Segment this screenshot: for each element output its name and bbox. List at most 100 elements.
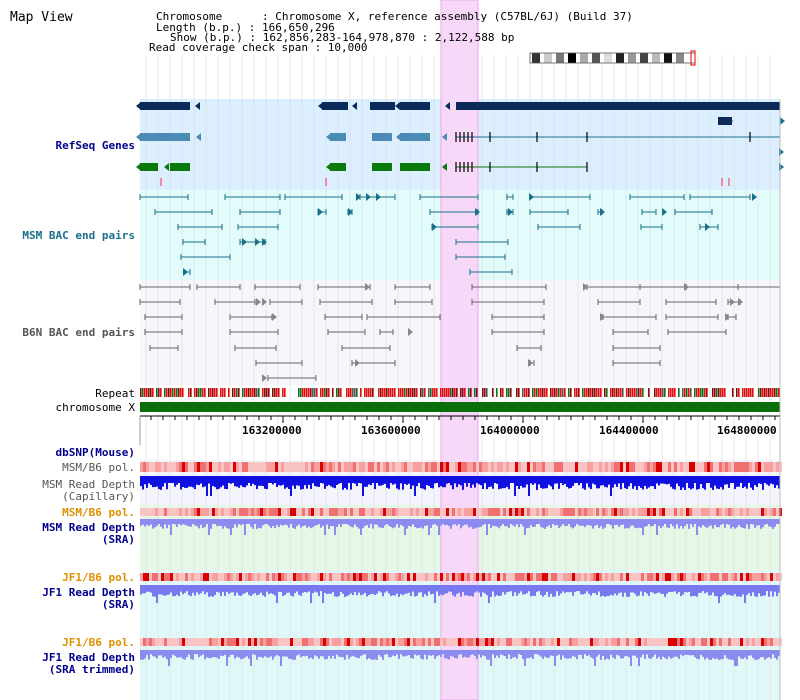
polymorphism-cell <box>605 462 608 472</box>
polymorphism-cell <box>326 462 329 472</box>
polymorphism-cell <box>437 508 440 516</box>
read-depth-bar <box>698 650 700 660</box>
repeat-mark <box>228 388 230 397</box>
polymorphism-cell <box>491 638 494 646</box>
polymorphism-cell <box>770 638 773 646</box>
polymorphism-cell <box>650 573 653 581</box>
read-depth-bar <box>240 650 242 660</box>
polymorphism-cell <box>152 508 155 516</box>
polymorphism-cell <box>272 508 275 516</box>
repeat-mark <box>476 388 478 397</box>
polymorphism-cell <box>425 462 428 472</box>
polymorphism-cell <box>197 508 200 516</box>
polymorphism-cell <box>518 508 521 516</box>
polymorphism-cell <box>170 573 173 581</box>
polymorphism-cell <box>653 508 656 516</box>
read-depth-bar <box>192 650 194 660</box>
polymorphism-cell <box>539 573 542 581</box>
polymorphism-cell <box>515 573 518 581</box>
track-label-msm-b6-pol-2[interactable]: MSM/B6 pol. <box>62 506 135 519</box>
polymorphism-cell <box>545 508 548 516</box>
track-label-msm-depth-sra-sub[interactable]: (SRA) <box>101 533 135 546</box>
polymorphism-cell <box>434 462 437 472</box>
repeat-mark <box>172 388 174 397</box>
polymorphism-cell <box>731 573 734 581</box>
track-label-jf1-pol-2[interactable]: JF1/B6 pol. <box>62 636 135 649</box>
polymorphism-cell <box>560 508 563 516</box>
polymorphism-cell <box>290 508 293 516</box>
polymorphism-cell <box>335 462 338 472</box>
polymorphism-cell <box>149 462 152 472</box>
polymorphism-cell <box>404 638 407 646</box>
polymorphism-cell <box>437 573 440 581</box>
track-label-jf1-pol-1[interactable]: JF1/B6 pol. <box>62 571 135 584</box>
repeat-mark <box>760 388 762 397</box>
polymorphism-cell <box>410 573 413 581</box>
read-depth-bar <box>600 650 602 660</box>
polymorphism-cell <box>155 573 158 581</box>
track-label-jf1-depth-sra[interactable]: JF1 Read Depth <box>42 586 135 599</box>
polymorphism-cell <box>401 508 404 516</box>
polymorphism-cell <box>434 638 437 646</box>
repeat-mark <box>224 388 226 397</box>
repeat-mark <box>574 388 576 397</box>
polymorphism-cell <box>569 573 572 581</box>
repeat-mark <box>664 388 666 397</box>
polymorphism-cell <box>608 573 611 581</box>
polymorphism-cell <box>311 508 314 516</box>
b6n-bac-arrow <box>583 283 588 291</box>
repeat-mark <box>670 388 672 397</box>
polymorphism-cell <box>665 573 668 581</box>
read-depth-bar <box>142 650 144 660</box>
polymorphism-cell <box>530 462 533 472</box>
polymorphism-cell <box>233 462 236 472</box>
polymorphism-cell <box>707 573 710 581</box>
polymorphism-cell <box>179 638 182 646</box>
read-depth-bar <box>438 519 440 535</box>
polymorphism-cell <box>236 573 239 581</box>
polymorphism-cell <box>365 462 368 472</box>
polymorphism-cell <box>329 462 332 472</box>
read-depth-bar <box>226 650 228 666</box>
polymorphism-cell <box>590 573 593 581</box>
repeat-mark <box>300 388 302 397</box>
polymorphism-cell <box>512 638 515 646</box>
repeat-mark <box>370 388 372 397</box>
polymorphism-cell <box>221 573 224 581</box>
read-depth-bar <box>506 650 508 659</box>
polymorphism-cell <box>689 508 692 516</box>
track-label-b6n-bac[interactable]: B6N BAC end pairs <box>22 326 135 339</box>
polymorphism-cell <box>209 638 212 646</box>
polymorphism-cell <box>707 508 710 516</box>
polymorphism-cell <box>161 508 164 516</box>
polymorphism-cell <box>473 508 476 516</box>
read-depth-bar <box>426 650 428 660</box>
repeat-mark <box>378 388 380 397</box>
polymorphism-cell <box>386 638 389 646</box>
polymorphism-cell <box>713 573 716 581</box>
repeat-mark <box>558 388 560 397</box>
polymorphism-cell <box>302 462 305 472</box>
polymorphism-cell <box>530 638 533 646</box>
track-label-jf1-depth-trim-sub[interactable]: (SRA trimmed) <box>48 663 135 676</box>
polymorphism-cell <box>407 508 410 516</box>
polymorphism-cell <box>614 638 617 646</box>
track-label-msm-depth-sra[interactable]: MSM Read Depth <box>42 521 135 534</box>
polymorphism-cell <box>755 638 758 646</box>
track-label-dbsnp[interactable]: dbSNP(Mouse) <box>55 446 135 459</box>
b6n-bac-arrow <box>355 359 360 367</box>
repeat-mark <box>612 388 614 397</box>
polymorphism-cell <box>467 638 470 646</box>
polymorphism-cell <box>269 462 272 472</box>
polymorphism-cell <box>467 573 470 581</box>
track-label-jf1-depth-sra-sub[interactable]: (SRA) <box>101 598 135 611</box>
polymorphism-cell <box>566 462 569 472</box>
polymorphism-cell <box>428 462 431 472</box>
polymorphism-cell <box>497 573 500 581</box>
track-label-msm-bac[interactable]: MSM BAC end pairs <box>22 229 135 242</box>
polymorphism-cell <box>608 462 611 472</box>
track-label-refseq[interactable]: RefSeq Genes <box>55 139 135 152</box>
track-label-jf1-depth-trim[interactable]: JF1 Read Depth <box>42 651 135 664</box>
polymorphism-cell <box>725 508 728 516</box>
polymorphism-cell <box>584 573 587 581</box>
